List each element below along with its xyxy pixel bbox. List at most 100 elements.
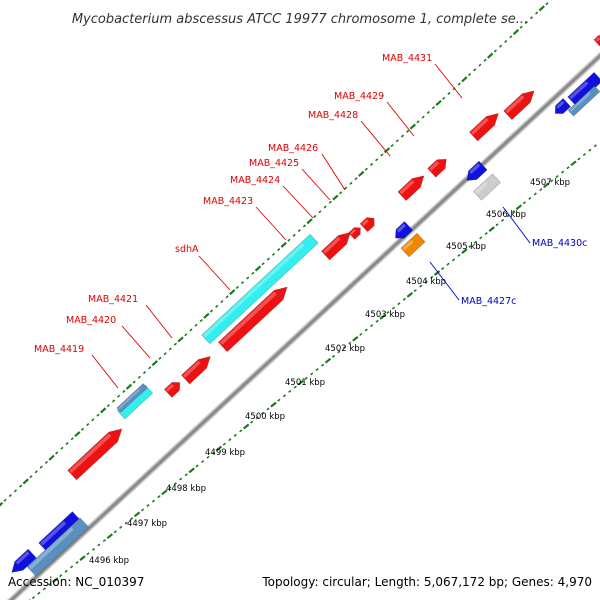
minor-tick: [524, 21, 528, 25]
minor-tick: [184, 473, 188, 477]
minor-tick: [588, 148, 592, 152]
minor-tick: [48, 582, 52, 586]
minor-tick: [442, 96, 446, 100]
minor-tick: [386, 310, 390, 314]
major-tick: [254, 265, 262, 272]
leader-line: [429, 261, 460, 301]
minor-tick: [220, 300, 224, 304]
minor-tick: [451, 258, 456, 262]
major-tick: [243, 423, 250, 430]
gene-label[interactable]: MAB_4428: [308, 110, 358, 121]
major-tick: [543, 182, 550, 189]
minor-tick: [545, 2, 549, 6]
gene-sdha-feature: [201, 233, 319, 345]
gene-label[interactable]: MAB_4430c: [532, 238, 587, 249]
minor-tick: [338, 191, 343, 195]
minor-tick: [19, 484, 23, 488]
minor-tick: [70, 437, 74, 441]
gene-label[interactable]: MAB_4419: [34, 344, 84, 355]
major-tick: [161, 489, 168, 496]
minor-tick: [200, 460, 205, 464]
major-tick: [538, 5, 545, 12]
leader-line: [282, 185, 314, 219]
minor-tick: [292, 233, 296, 237]
minor-tick: [419, 284, 423, 288]
gene-top-right-blue: [567, 71, 600, 107]
minor-tick: [431, 106, 436, 110]
minor-tick: [522, 201, 527, 205]
major-tick: [203, 312, 210, 319]
gene-label[interactable]: MAB_4427c: [461, 296, 516, 307]
gene-label[interactable]: MAB_4431: [382, 53, 432, 64]
minor-tick: [468, 245, 472, 249]
minor-tick: [421, 115, 425, 119]
minor-tick: [390, 144, 394, 148]
minor-tick: [478, 63, 482, 67]
gene-label[interactable]: MAB_4426: [268, 143, 318, 154]
scale-label: 4506 kbp: [486, 210, 526, 220]
minor-tick: [560, 170, 565, 174]
gene-mab-4419: [67, 428, 123, 481]
leader-line: [386, 101, 415, 137]
minor-tick: [302, 224, 307, 228]
gene-features: [11, 34, 600, 577]
minor-tick: [195, 464, 199, 468]
minor-tick: [577, 157, 581, 161]
major-tick: [297, 379, 304, 386]
minor-tick: [44, 460, 49, 464]
minor-tick: [593, 144, 597, 148]
minor-tick: [349, 181, 353, 185]
minor-tick: [122, 389, 126, 393]
minor-tick: [55, 451, 59, 455]
major-tick: [488, 226, 495, 232]
minor-tick: [206, 455, 210, 459]
minor-tick: [261, 262, 265, 266]
gene-mab-4431: [503, 90, 535, 121]
minor-tick: [209, 309, 214, 313]
scale-label: 4507 kbp: [530, 178, 570, 188]
minor-tick: [370, 324, 374, 328]
minor-tick: [342, 346, 346, 350]
major-tick: [379, 314, 386, 320]
minor-tick: [173, 482, 177, 486]
minor-tick: [473, 240, 477, 244]
gene-label[interactable]: sdhA: [175, 244, 199, 255]
minor-tick: [64, 569, 68, 573]
scale-label: 4504 kbp: [406, 277, 446, 287]
minor-tick: [86, 423, 90, 427]
minor-tick: [194, 323, 198, 327]
minor-tick: [250, 420, 254, 424]
minor-tick: [246, 276, 250, 280]
gene-label[interactable]: MAB_4421: [88, 294, 138, 305]
major-tick: [461, 248, 468, 254]
minor-tick: [91, 418, 95, 422]
major-tick: [570, 160, 577, 167]
minor-tick: [3, 498, 7, 502]
leader-line: [321, 153, 346, 191]
minor-tick: [251, 271, 255, 275]
minor-tick: [320, 363, 325, 367]
minor-tick: [97, 543, 101, 547]
minor-tick: [479, 236, 483, 240]
gene-sdha: [217, 286, 288, 353]
minor-tick: [504, 39, 508, 43]
minor-tick: [375, 319, 379, 323]
gene-label[interactable]: MAB_4429: [334, 91, 384, 102]
gene-label[interactable]: MAB_4423: [203, 196, 253, 207]
minor-tick: [42, 587, 46, 591]
gene-label[interactable]: MAB_4420: [66, 315, 116, 326]
minor-tick: [467, 73, 472, 77]
label-leaders: [91, 63, 531, 389]
gene-label[interactable]: MAB_4424: [230, 175, 280, 186]
leader-line: [301, 168, 331, 201]
gene-bottom-left-blue: [11, 548, 37, 573]
gene-label[interactable]: MAB_4425: [249, 158, 299, 169]
leader-line: [91, 354, 119, 389]
minor-tick: [318, 210, 322, 214]
minor-tick: [235, 285, 239, 289]
minor-tick: [211, 451, 216, 455]
minor-tick: [315, 367, 319, 372]
minor-tick: [130, 517, 134, 521]
minor-tick: [297, 229, 301, 233]
